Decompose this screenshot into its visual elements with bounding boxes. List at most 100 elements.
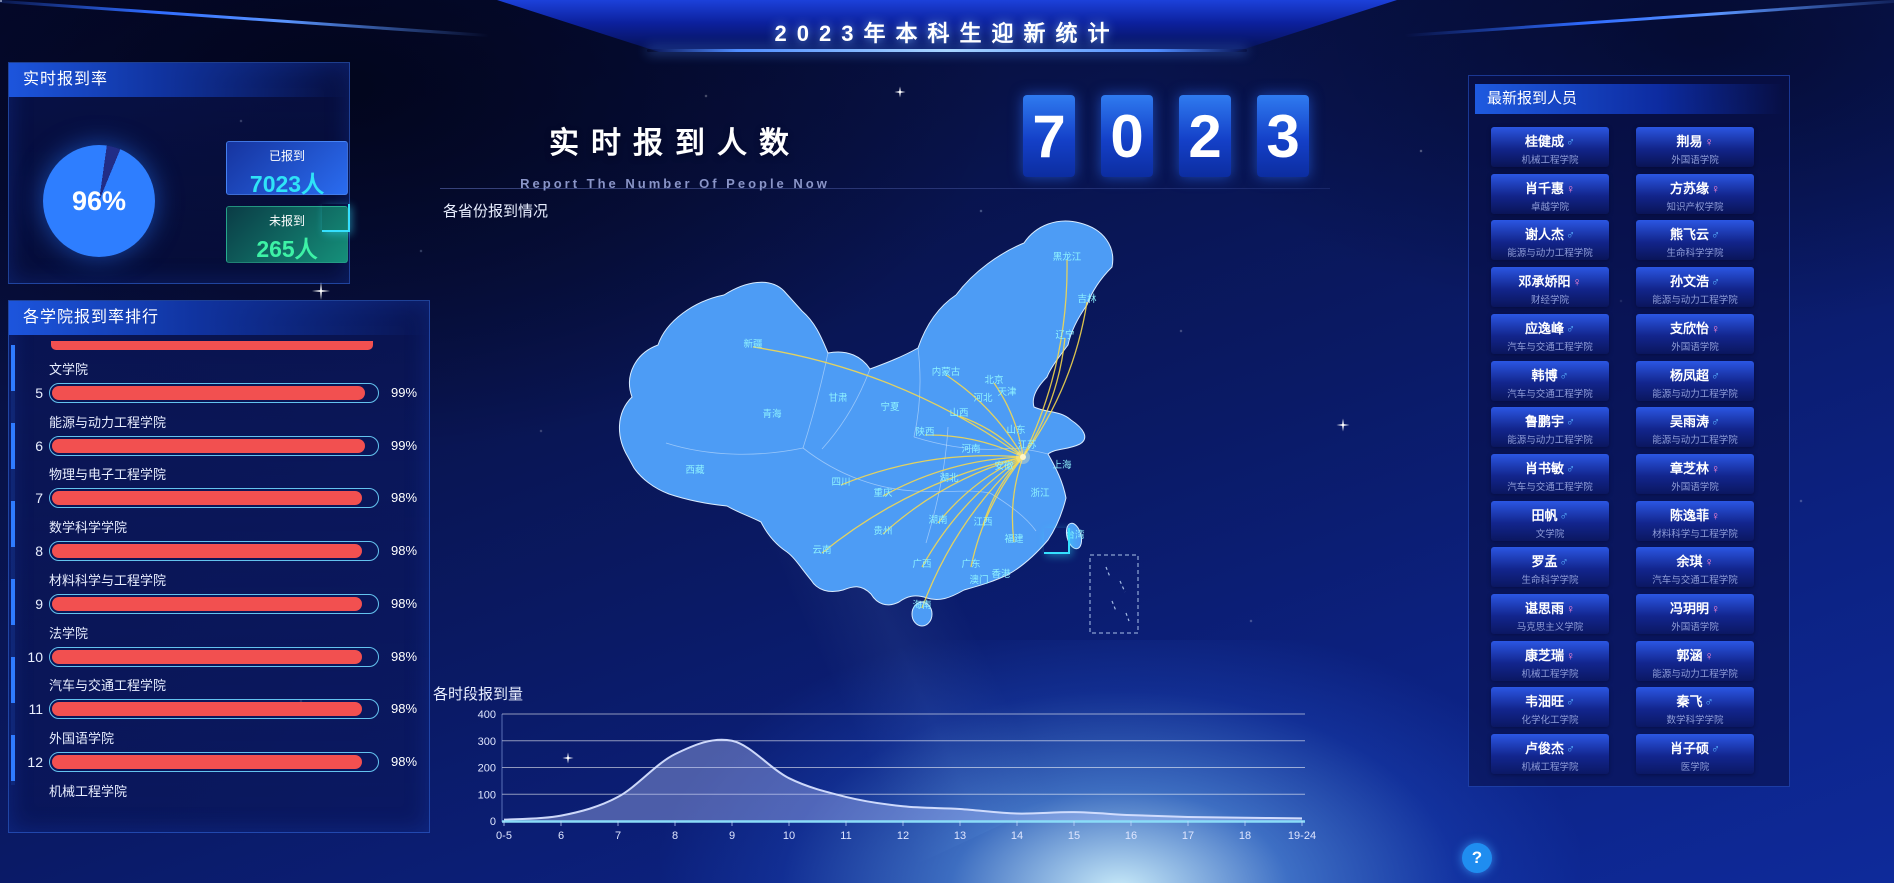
flow-line — [937, 456, 1024, 524]
y-axis-label: 0 — [490, 816, 496, 828]
person-name: 罗孟 ♂ — [1531, 554, 1569, 570]
person-college: 外国语学院 — [1671, 482, 1719, 493]
person-college: 生命科学学院 — [1521, 575, 1579, 586]
person-college: 能源与动力工程学院 — [1507, 435, 1593, 446]
province-label: 安徽 — [994, 460, 1014, 472]
person-name: 邓承娇阳 ♀ — [1518, 274, 1582, 290]
ranking-row: 12 外国语学院 98% — [9, 722, 429, 774]
person-card: 方苏缘 ♀ 知识产权学院 — [1636, 173, 1754, 214]
y-axis-label: 400 — [478, 709, 496, 721]
rate-bar-fill — [52, 754, 362, 769]
rate-percent: 99% — [391, 385, 418, 400]
province-label: 海南 — [912, 599, 931, 611]
person-card: 肖子硕 ♂ 医学院 — [1636, 734, 1754, 775]
person-card: 田帆 ♂ 文学院 — [1491, 500, 1609, 541]
person-college: 财经学院 — [1531, 295, 1569, 306]
rate-bar-fill — [52, 702, 362, 717]
province-label: 台湾 — [1065, 529, 1085, 541]
province-label: 陕西 — [915, 426, 934, 438]
taiwan-island — [1065, 522, 1083, 550]
rank-number: 7 — [35, 490, 43, 507]
person-name: 郭涵 ♀ — [1676, 647, 1714, 663]
x-axis-label: 7 — [615, 830, 621, 842]
x-axis-label: 16 — [1125, 830, 1137, 842]
rank-number: 9 — [35, 595, 43, 612]
college-name: 材料科学与工程学院 — [49, 572, 167, 588]
rate-percent: 98% — [391, 490, 418, 506]
person-college: 化学化工学院 — [1521, 715, 1579, 727]
map-section-title: 各省份报到情况 — [443, 203, 549, 220]
rate-bar-track — [49, 435, 379, 456]
x-axis-label: 6 — [558, 830, 564, 842]
flow-line — [924, 434, 1024, 458]
province-label: 香港 — [991, 568, 1011, 580]
female-icon: ♀ — [1711, 508, 1720, 523]
person-college: 外国语学院 — [1671, 155, 1719, 166]
person-card: 陈逸菲 ♀ 材料科学与工程学院 — [1636, 500, 1754, 541]
y-axis-label: 100 — [478, 789, 496, 801]
person-college: 医学院 — [1680, 762, 1710, 773]
flow-line — [882, 456, 1024, 497]
time-area-chart: 0 100 200 300 400 0-5 6 7 8 9 10 11 12 13 14 15 16 17 18 19… — [478, 709, 1316, 842]
province-label: 浙江 — [1030, 487, 1050, 499]
x-axis-label: 17 — [1182, 830, 1194, 842]
rank-number: 10 — [27, 648, 43, 665]
female-icon: ♀ — [1711, 181, 1720, 196]
province-label: 河南 — [961, 443, 980, 455]
rate-bar-track — [49, 699, 379, 720]
person-card: 罗孟 ♂ 生命科学学院 — [1491, 547, 1609, 588]
person-name: 田帆 ♂ — [1531, 507, 1569, 523]
province-label: 湖南 — [928, 514, 947, 526]
person-name: 冯玥明 ♀ — [1669, 601, 1720, 616]
male-icon: ♂ — [1711, 742, 1720, 757]
flow-line — [982, 456, 1024, 526]
x-axis-label: 9 — [729, 830, 735, 842]
province-label: 山东 — [1006, 424, 1025, 436]
female-icon: ♀ — [1704, 135, 1714, 149]
person-name: 荆易 ♀ — [1676, 134, 1714, 149]
person-name: 余琪 ♀ — [1676, 554, 1714, 570]
rate-bar-fill — [52, 491, 362, 506]
male-icon: ♂ — [1704, 695, 1714, 710]
person-card: 谌思雨 ♀ 马克思主义学院 — [1491, 594, 1609, 634]
college-ranking-panel: 各学院报到率排行 5 文学院 99% 6 能源与动力工程学院 99% 7 物理与电子工程学院 9… — [8, 300, 430, 833]
help-button[interactable]: ? — [1462, 843, 1492, 873]
y-axis-label: 200 — [478, 763, 496, 775]
female-icon: ♀ — [1566, 181, 1575, 196]
person-card: 秦飞 ♂ 数学科学学院 — [1636, 687, 1754, 728]
province-label: 吉林 — [1077, 293, 1097, 305]
divider-line — [440, 188, 1330, 189]
province-label: 广东 — [961, 558, 980, 570]
ranking-row: 8 数学科学学院 98% — [9, 511, 429, 563]
college-name: 能源与动力工程学院 — [49, 414, 167, 430]
x-axis-label: 18 — [1239, 830, 1251, 842]
latest-people-panel: 最新报到人员 桂健成 ♂ 机械工程学院 荆易 ♀ 外国语学院 肖千惠 ♀ 卓越学院 方苏缘 ♀ 知识产… — [1468, 75, 1790, 787]
digit-box: 2 — [1179, 95, 1231, 177]
flight-flow-lines — [752, 259, 1088, 609]
male-icon: ♂ — [1559, 508, 1569, 523]
person-college: 知识产权学院 — [1666, 201, 1724, 213]
rank-number: 5 — [35, 385, 43, 401]
person-name: 肖子硕 ♂ — [1669, 741, 1720, 757]
x-axis-label: 12 — [897, 830, 909, 842]
male-icon: ♂ — [1711, 228, 1720, 243]
digit-box: 0 — [1101, 95, 1153, 177]
person-name: 肖千惠 ♀ — [1524, 180, 1575, 196]
rank-number: 12 — [27, 753, 43, 770]
report-rate-pie-chart — [43, 145, 155, 257]
report-rate-panel: 实时报到率 96% 已报到 7023人 未报到 265人 — [8, 62, 350, 284]
header-trapezoid — [497, 0, 1397, 52]
person-card: 应逸峰 ♂ 汽车与交通工程学院 — [1491, 313, 1609, 354]
male-icon: ♂ — [1566, 415, 1575, 430]
person-college: 机械工程学院 — [1521, 155, 1579, 166]
flow-line — [921, 456, 1024, 568]
person-name: 孙文浩 ♂ — [1669, 274, 1720, 290]
male-icon: ♂ — [1566, 742, 1575, 757]
rate-percent: 98% — [391, 595, 418, 611]
person-name: 方苏缘 ♀ — [1669, 180, 1720, 196]
person-card: 杨凤超 ♂ 能源与动力工程学院 — [1636, 360, 1754, 401]
rate-bar-fill — [52, 649, 362, 664]
clipped-top-bar — [51, 341, 373, 350]
college-name: 汽车与交通工程学院 — [49, 678, 167, 694]
